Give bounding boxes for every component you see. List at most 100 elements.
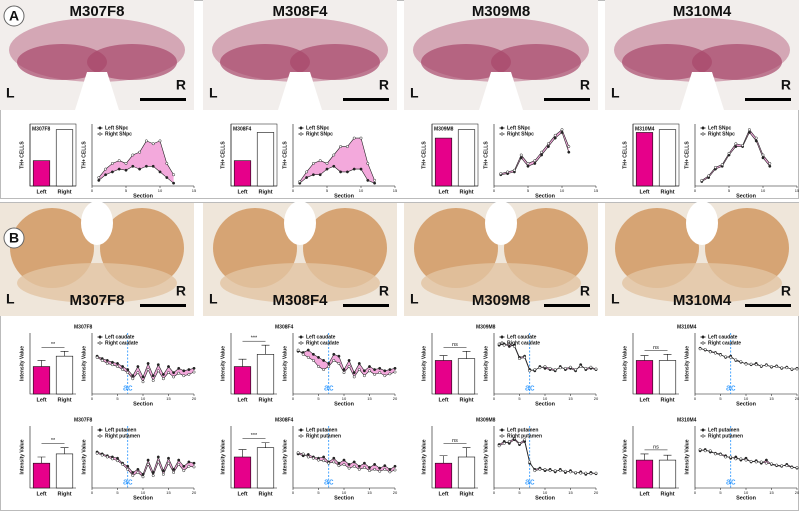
left-label: L — [611, 291, 620, 307]
data-point — [131, 474, 135, 478]
chart-title: M309M8 — [476, 324, 496, 330]
data-point — [388, 372, 392, 376]
data-point — [759, 364, 763, 368]
data-point — [512, 436, 516, 440]
y-axis-label: Intensity Value — [421, 439, 427, 474]
data-point — [747, 128, 751, 132]
legend-label: Left SNpc — [306, 125, 330, 131]
data-point — [121, 462, 125, 466]
data-point — [332, 352, 336, 356]
data-point — [507, 440, 511, 443]
data-point — [785, 366, 789, 370]
data-point — [306, 355, 310, 359]
annotation-label: ac — [525, 382, 535, 392]
right-label: R — [379, 283, 389, 299]
data-point — [744, 458, 748, 462]
x-axis-label: Section — [736, 495, 757, 501]
bar — [434, 360, 453, 395]
data-point — [502, 343, 506, 347]
x-axis-label: Section — [334, 495, 355, 501]
x-tick-label: Right — [258, 397, 272, 403]
left-label: L — [209, 85, 218, 101]
data-point — [151, 164, 155, 168]
data-point — [563, 366, 567, 370]
data-point — [131, 471, 135, 474]
data-point — [739, 457, 743, 461]
data-point — [141, 475, 145, 479]
x-tick-label: 10 — [141, 490, 146, 495]
x-tick-label: 0 — [493, 188, 496, 193]
right-label: R — [781, 283, 791, 299]
x-axis-label: Section — [133, 401, 154, 407]
x-tick-label: 10 — [359, 188, 364, 193]
data-point — [528, 369, 532, 373]
bar — [658, 459, 677, 489]
data-point — [172, 173, 176, 177]
data-point — [156, 455, 160, 459]
data-point — [538, 366, 542, 370]
data-point — [301, 452, 305, 456]
data-point — [359, 136, 363, 140]
y-axis-label: Intensity Value — [220, 346, 226, 381]
x-tick-label: Left — [438, 491, 448, 497]
data-point — [741, 143, 745, 147]
y-axis-label: Intensity Value — [622, 346, 628, 381]
data-point — [507, 342, 511, 346]
right-label: R — [580, 283, 590, 299]
x-tick-label: Right — [57, 397, 71, 403]
x-tick-label: 5 — [326, 188, 329, 193]
legend-label: Left putamen — [105, 427, 136, 433]
data-point — [317, 458, 320, 462]
annotation-label: ac — [726, 382, 736, 392]
left-label: L — [6, 291, 15, 307]
annotation-label: ac — [324, 382, 334, 392]
data-point — [775, 365, 779, 368]
data-point — [301, 352, 305, 356]
tissue — [622, 44, 712, 80]
data-point — [720, 163, 724, 167]
data-point — [768, 164, 772, 168]
data-point — [708, 449, 712, 453]
x-tick-label: 0 — [292, 396, 295, 401]
data-point — [759, 460, 763, 464]
data-point — [357, 467, 361, 471]
y-axis-label: Intensity Value — [421, 346, 427, 381]
error-bar — [60, 351, 69, 357]
data-point — [136, 365, 140, 368]
data-point — [187, 464, 191, 468]
y-axis-label: TH+ CELLS — [483, 141, 489, 169]
data-point — [136, 471, 140, 474]
legend-label: Left putamen — [708, 427, 739, 433]
data-point — [357, 464, 361, 468]
data-point — [584, 471, 588, 475]
data-point — [567, 145, 571, 148]
data-point — [161, 373, 165, 376]
data-point — [378, 466, 382, 470]
x-tick-label: 15 — [192, 188, 197, 193]
data-point — [337, 362, 341, 365]
error-bar — [37, 360, 46, 367]
image-title: M307F8 — [69, 3, 124, 20]
data-point — [523, 355, 527, 359]
error-bar — [238, 358, 247, 367]
data-point — [770, 462, 773, 466]
x-tick-label: 5 — [317, 490, 320, 495]
data-point — [558, 469, 562, 473]
bar — [32, 462, 51, 489]
data-point — [138, 167, 142, 171]
x-tick-label: Right — [459, 397, 473, 403]
data-point — [342, 371, 346, 375]
ventricle — [485, 201, 517, 245]
significance-label: ns — [452, 438, 458, 444]
x-tick-label: 20 — [795, 396, 799, 401]
x-tick-label: 5 — [728, 188, 731, 193]
data-point — [146, 368, 150, 372]
bar — [635, 459, 654, 489]
data-point — [761, 153, 765, 157]
error-bar — [60, 447, 69, 454]
bar — [457, 358, 476, 395]
data-point — [780, 366, 784, 370]
data-point — [528, 460, 532, 464]
x-tick-label: 10 — [158, 188, 163, 193]
